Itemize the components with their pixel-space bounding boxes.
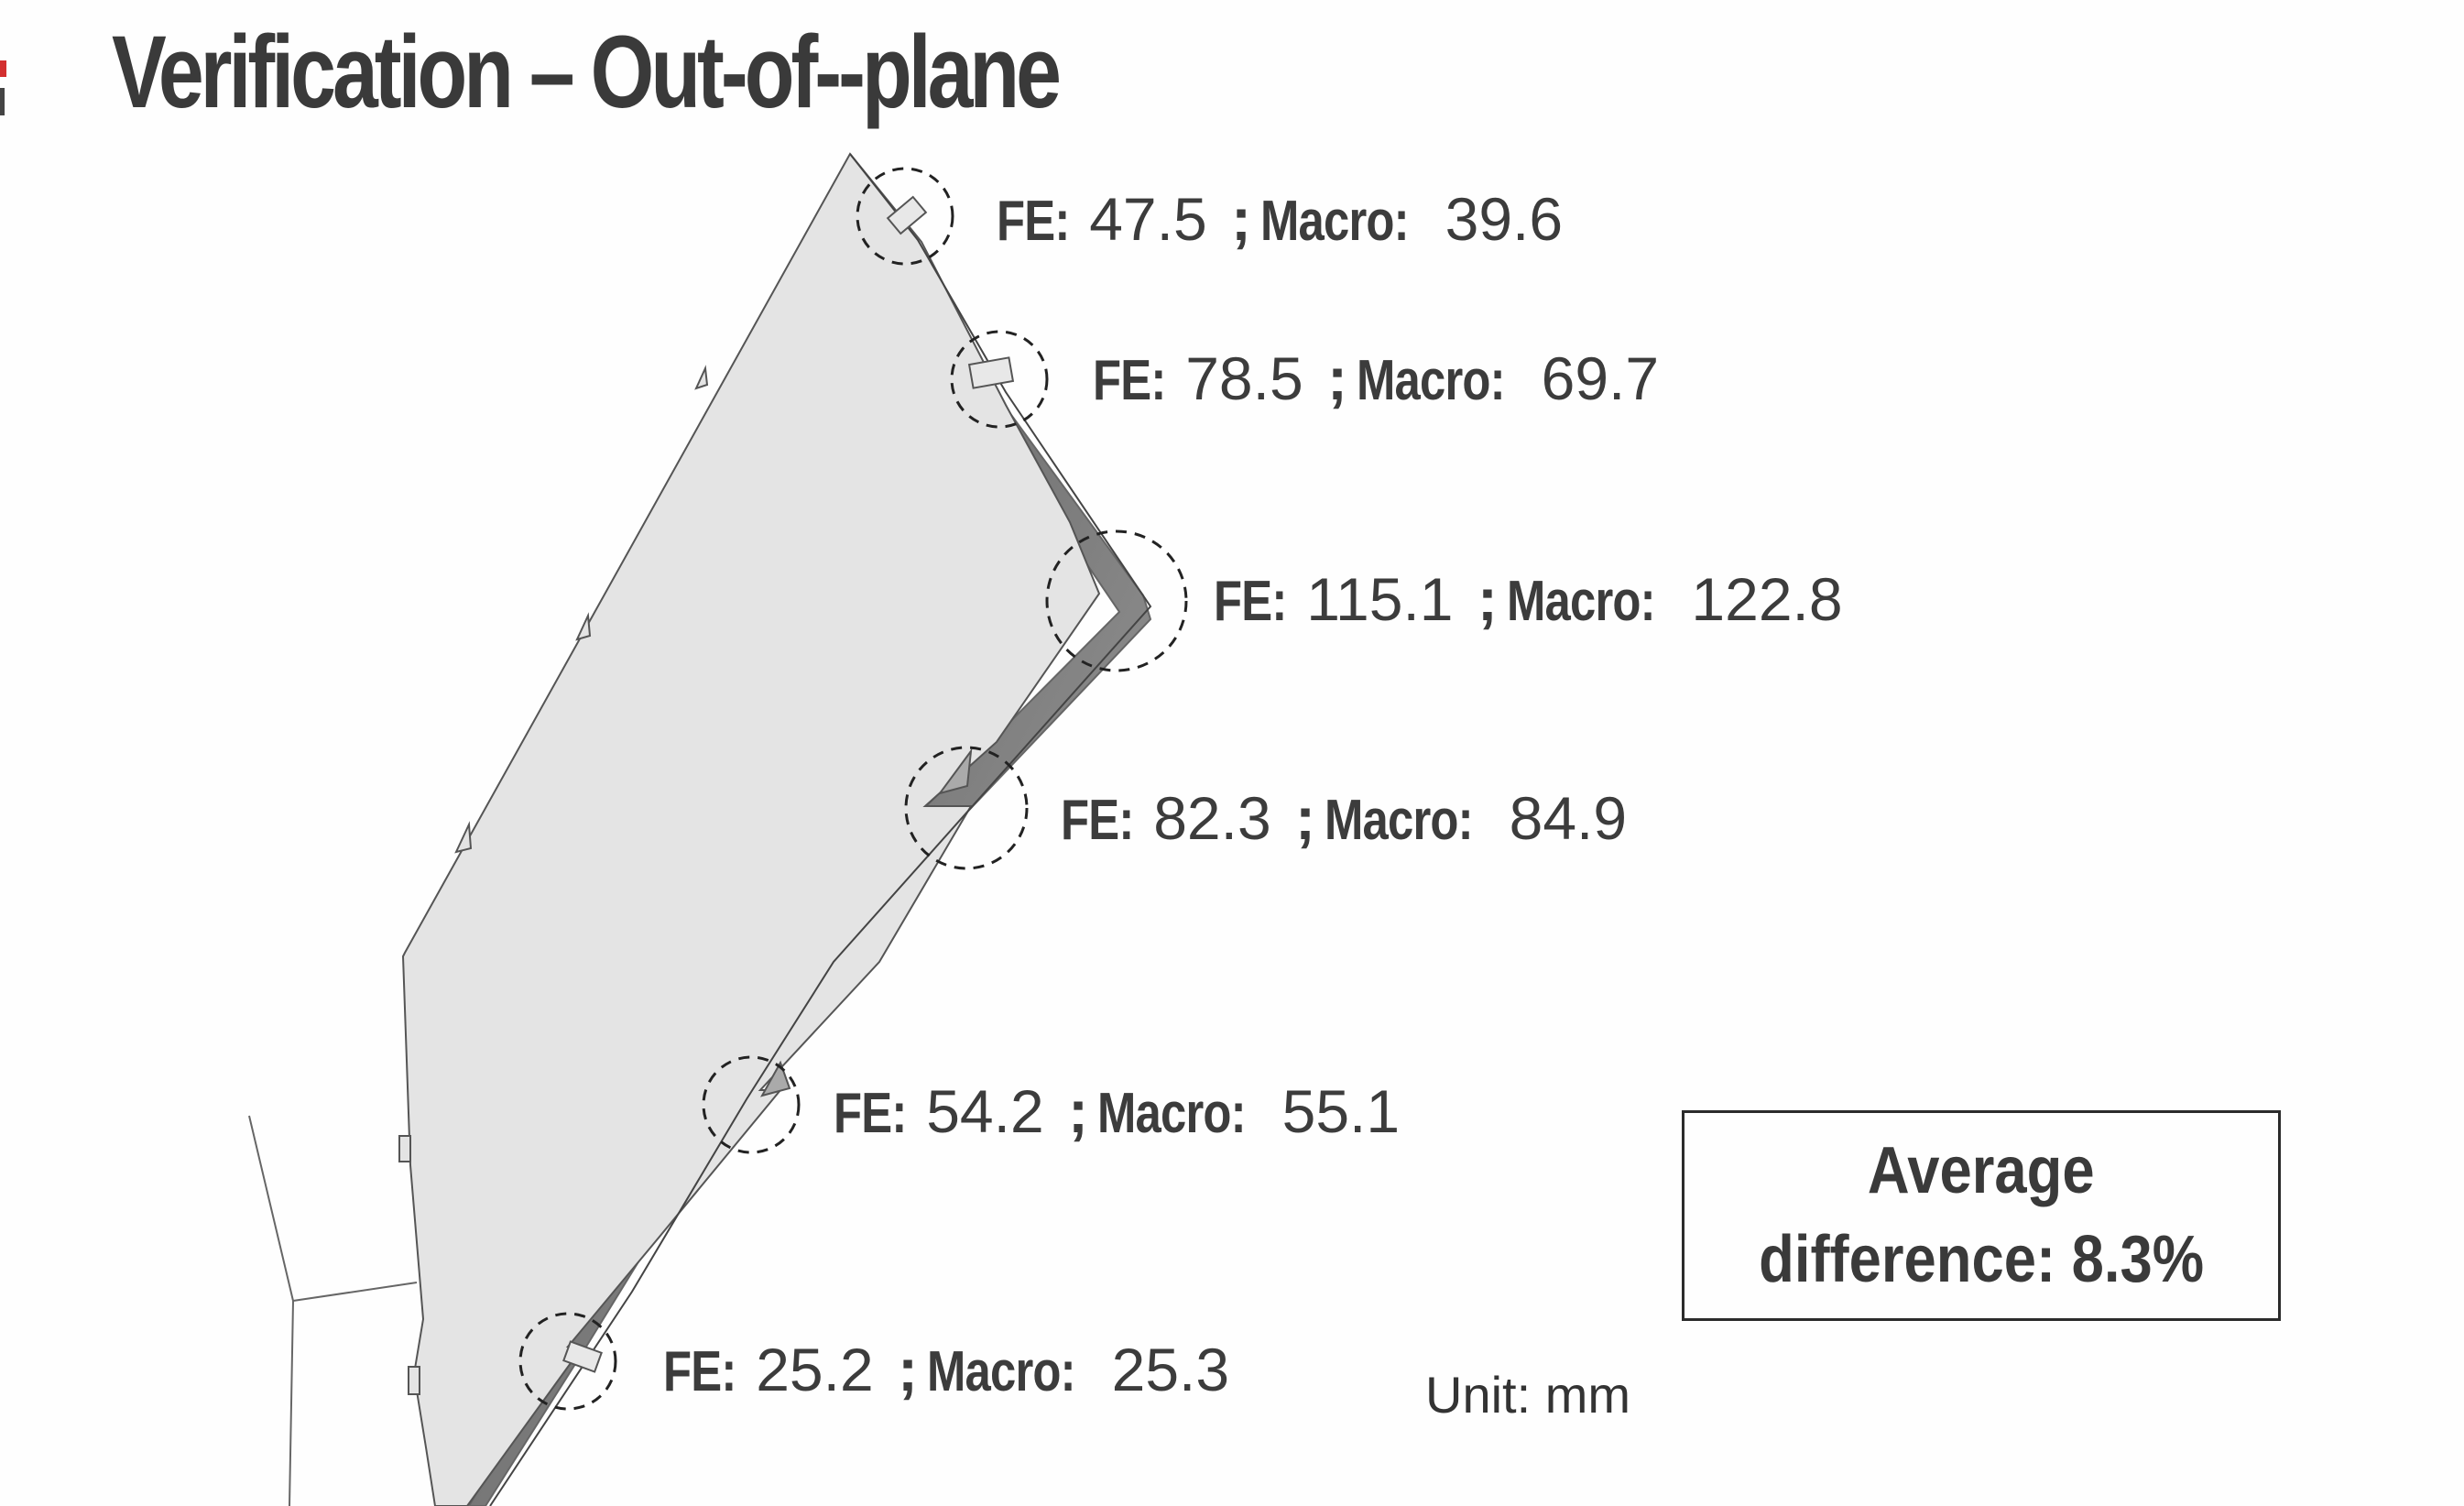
result-label-2: FE: 78.5 ; Macro: 69.7 [1093,344,1660,412]
adjacent-wall-lines [248,1115,418,1506]
summary-line-2: difference: 8.3% [1759,1223,2204,1296]
result-label-4: FE: 82.3 ; Macro: 84.9 [1061,784,1628,852]
undeformed-outline [489,153,1152,1506]
measure-circle-2 [950,330,1049,429]
unit-note: Unit: mm [1425,1366,1630,1424]
result-label-5: FE: 54.2 ; Macro: 55.1 [834,1077,1401,1145]
result-label-6: FE: 25.2 ; Macro: 25.3 [663,1336,1230,1403]
summary-line-1: Average [1868,1133,2095,1207]
result-label-1: FE: 47.5 ; Macro: 39.6 [997,185,1564,253]
measure-circle-5 [702,1055,801,1154]
measure-circle-1 [856,167,954,266]
measurement-tabs [562,195,1015,1373]
slide-accent-bar [0,88,5,115]
interface-notches [398,365,709,1395]
result-label-3: FE: 115.1 ; Macro: 122.8 [1214,565,1843,633]
measure-circle-4 [904,746,1029,870]
slide-title: Verification – Out-of--plane [112,15,1062,129]
average-difference-box: Average difference: 8.3% [1682,1110,2281,1321]
measure-circle-3 [1045,529,1188,672]
slide-accent-mark [0,60,6,77]
wall-plane [401,152,1101,1506]
measure-circle-6 [518,1312,617,1411]
